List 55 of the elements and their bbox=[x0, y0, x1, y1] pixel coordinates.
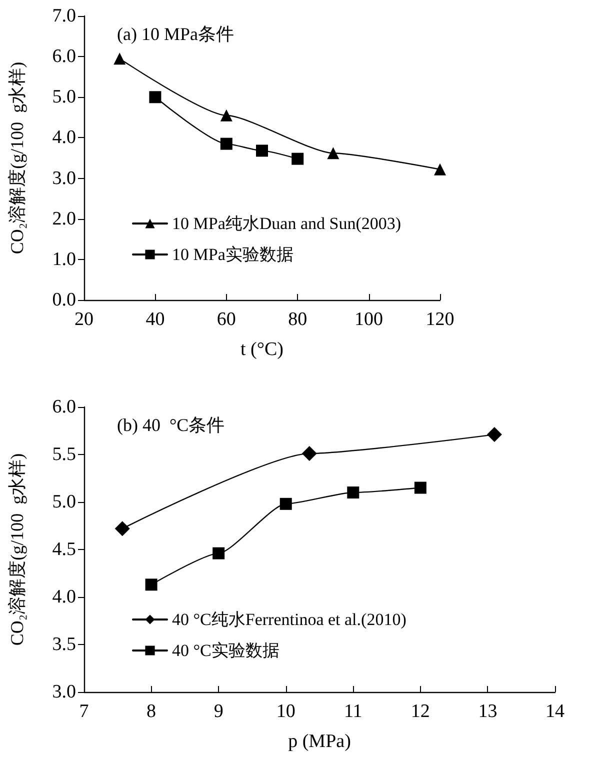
x-tick-label: 9 bbox=[214, 701, 224, 722]
chart-title: (a) 10 MPa条件 bbox=[117, 24, 234, 44]
x-tick-label: 80 bbox=[288, 309, 308, 330]
point bbox=[256, 144, 268, 157]
x-tick-label: 8 bbox=[146, 701, 156, 722]
y-tick-label: 5.0 bbox=[52, 86, 76, 108]
x-tick-label: 20 bbox=[74, 309, 94, 330]
x-tick-label: 60 bbox=[216, 309, 236, 330]
x-tick-label: 40 bbox=[146, 309, 165, 330]
y-tick-label: 2.0 bbox=[52, 208, 76, 230]
point bbox=[292, 152, 304, 165]
x-tick-label: 100 bbox=[354, 309, 384, 330]
y-tick-label: 3.5 bbox=[52, 634, 76, 655]
point bbox=[486, 427, 502, 442]
x-axis-title: t (°C) bbox=[240, 339, 284, 360]
y-tick-label: 4.0 bbox=[52, 586, 76, 608]
y-tick-label: 1.0 bbox=[52, 248, 76, 270]
point bbox=[220, 138, 232, 150]
y-tick-label: 4.5 bbox=[52, 539, 76, 560]
point bbox=[220, 109, 232, 122]
legend-label: 10 MPa纯水Duan and Sun(2003) bbox=[172, 214, 402, 233]
x-tick-label: 120 bbox=[426, 309, 454, 330]
point bbox=[280, 498, 292, 510]
point bbox=[414, 482, 426, 494]
point bbox=[347, 486, 360, 498]
x-tick-label: 7 bbox=[79, 701, 89, 722]
y-axis-title: CO₂溶解度(g/100 g水样) bbox=[7, 62, 27, 254]
x-tick-label: 10 bbox=[276, 701, 296, 722]
legend-label: 40 °C纯水Ferrentinoa et al.(2010) bbox=[172, 610, 406, 629]
chart-title: (b) 40 °C条件 bbox=[117, 415, 225, 435]
y-tick-label: 5.5 bbox=[52, 444, 76, 465]
legend-label: 40 °C实验数据 bbox=[172, 641, 280, 660]
point bbox=[145, 578, 158, 591]
y-tick-label: 3.0 bbox=[52, 168, 76, 189]
legend-label: 10 MPa实验数据 bbox=[172, 245, 294, 264]
x-tick-label: 11 bbox=[344, 701, 362, 722]
point bbox=[434, 163, 446, 176]
point bbox=[212, 547, 225, 560]
y-tick-label: 0.0 bbox=[52, 290, 76, 310]
x-tick-label: 13 bbox=[478, 701, 498, 722]
y-tick-label: 7.0 bbox=[52, 6, 76, 26]
y-tick-label: 5.0 bbox=[52, 492, 76, 512]
y-tick-label: 4.0 bbox=[52, 127, 76, 148]
point bbox=[114, 52, 126, 65]
y-tick-label: 6.0 bbox=[52, 46, 76, 68]
y-tick-label: 3.0 bbox=[52, 682, 76, 702]
point bbox=[327, 147, 340, 160]
y-tick-label: 6.0 bbox=[52, 396, 76, 418]
x-tick-label: 12 bbox=[410, 701, 430, 722]
point bbox=[114, 521, 130, 536]
y-axis-title: CO₂溶解度(g/100 g水样) bbox=[7, 453, 27, 646]
x-axis-title: p (MPa) bbox=[288, 731, 351, 752]
point bbox=[302, 446, 317, 462]
point bbox=[149, 91, 162, 104]
x-tick-label: 14 bbox=[546, 701, 565, 722]
